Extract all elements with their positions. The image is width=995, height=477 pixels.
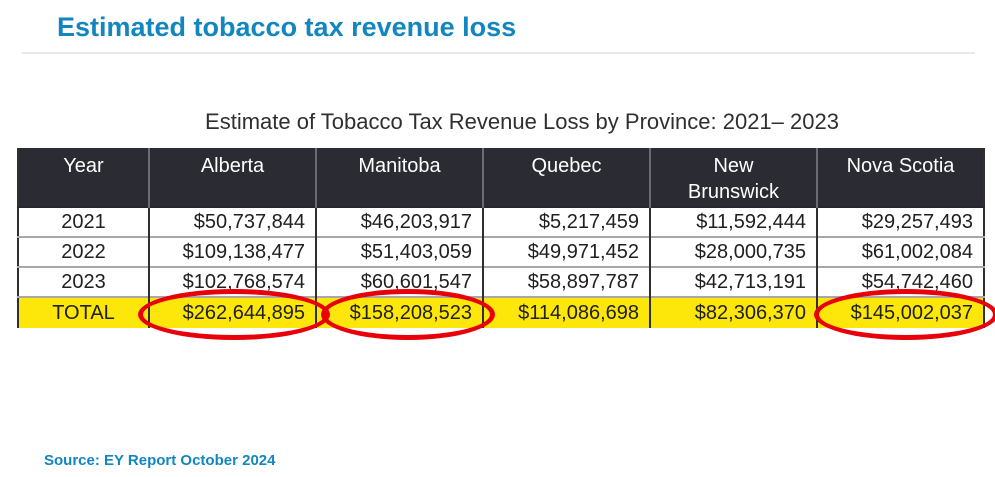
col-header-year-label: Year — [63, 155, 104, 177]
total-cell-new-brunswick: $82,306,370 — [649, 296, 817, 328]
year-cell: 2021 — [18, 206, 149, 237]
value-cell-quebec: $58,897,787 — [482, 266, 650, 297]
page-title: Estimated tobacco tax revenue loss — [57, 12, 517, 42]
table-caption: Estimate of Tobacco Tax Revenue Loss by … — [205, 109, 839, 134]
value-cell-new-brunswick: $42,713,191 — [649, 266, 817, 297]
value-cell-manitoba: $46,203,917 — [315, 206, 483, 237]
value-cell-new-brunswick: $11,592,444 — [649, 206, 817, 237]
col-header-manitoba-label: Manitoba — [358, 155, 441, 177]
col-header-new-brunswick-label: New Brunswick — [687, 155, 780, 203]
col-header-quebec-label: Quebec — [531, 155, 602, 177]
value-cell-alberta: $109,138,477 — [148, 236, 316, 267]
value-cell-nova-scotia: $29,257,493 — [816, 206, 984, 237]
value-cell-nova-scotia: $61,002,084 — [816, 236, 984, 267]
table-row-2023: 2023 $102,768,574 $60,601,547 $58,897,78… — [18, 266, 984, 297]
value-cell-manitoba: $51,403,059 — [315, 236, 483, 267]
col-header-nova-scotia: Nova Scotia — [816, 148, 984, 207]
header-row: Year Alberta Manitoba Quebec New Brunswi… — [18, 148, 984, 207]
table-row-2021: 2021 $50,737,844 $46,203,917 $5,217,459 … — [18, 206, 984, 237]
col-header-year: Year — [18, 148, 149, 207]
value-cell-new-brunswick: $28,000,735 — [649, 236, 817, 267]
total-cell-nova-scotia: $145,002,037 — [816, 296, 984, 328]
source-note: Source: EY Report October 2024 — [44, 452, 276, 469]
year-cell: 2023 — [18, 266, 149, 297]
col-header-alberta-label: Alberta — [200, 155, 265, 177]
table-row-2022: 2022 $109,138,477 $51,403,059 $49,971,45… — [18, 236, 984, 267]
value-cell-alberta: $50,737,844 — [148, 206, 316, 237]
value-cell-nova-scotia: $54,742,460 — [816, 266, 984, 297]
value-cell-quebec: $49,971,452 — [482, 236, 650, 267]
col-header-new-brunswick: New Brunswick — [649, 148, 817, 207]
value-cell-manitoba: $60,601,547 — [315, 266, 483, 297]
col-header-manitoba: Manitoba — [315, 148, 483, 207]
col-header-quebec: Quebec — [482, 148, 650, 207]
total-cell-quebec: $114,086,698 — [482, 296, 650, 328]
year-cell: 2022 — [18, 236, 149, 267]
revenue-table: Year Alberta Manitoba Quebec New Brunswi… — [17, 148, 985, 328]
value-cell-alberta: $102,768,574 — [148, 266, 316, 297]
col-header-nova-scotia-label: Nova Scotia — [846, 155, 955, 177]
title-divider — [22, 52, 975, 54]
table-row-total: TOTAL $262,644,895 $158,208,523 $114,086… — [18, 296, 984, 328]
total-label-cell: TOTAL — [18, 296, 149, 328]
value-cell-quebec: $5,217,459 — [482, 206, 650, 237]
col-header-alberta: Alberta — [148, 148, 316, 207]
total-cell-manitoba: $158,208,523 — [315, 296, 483, 328]
total-cell-alberta: $262,644,895 — [148, 296, 316, 328]
